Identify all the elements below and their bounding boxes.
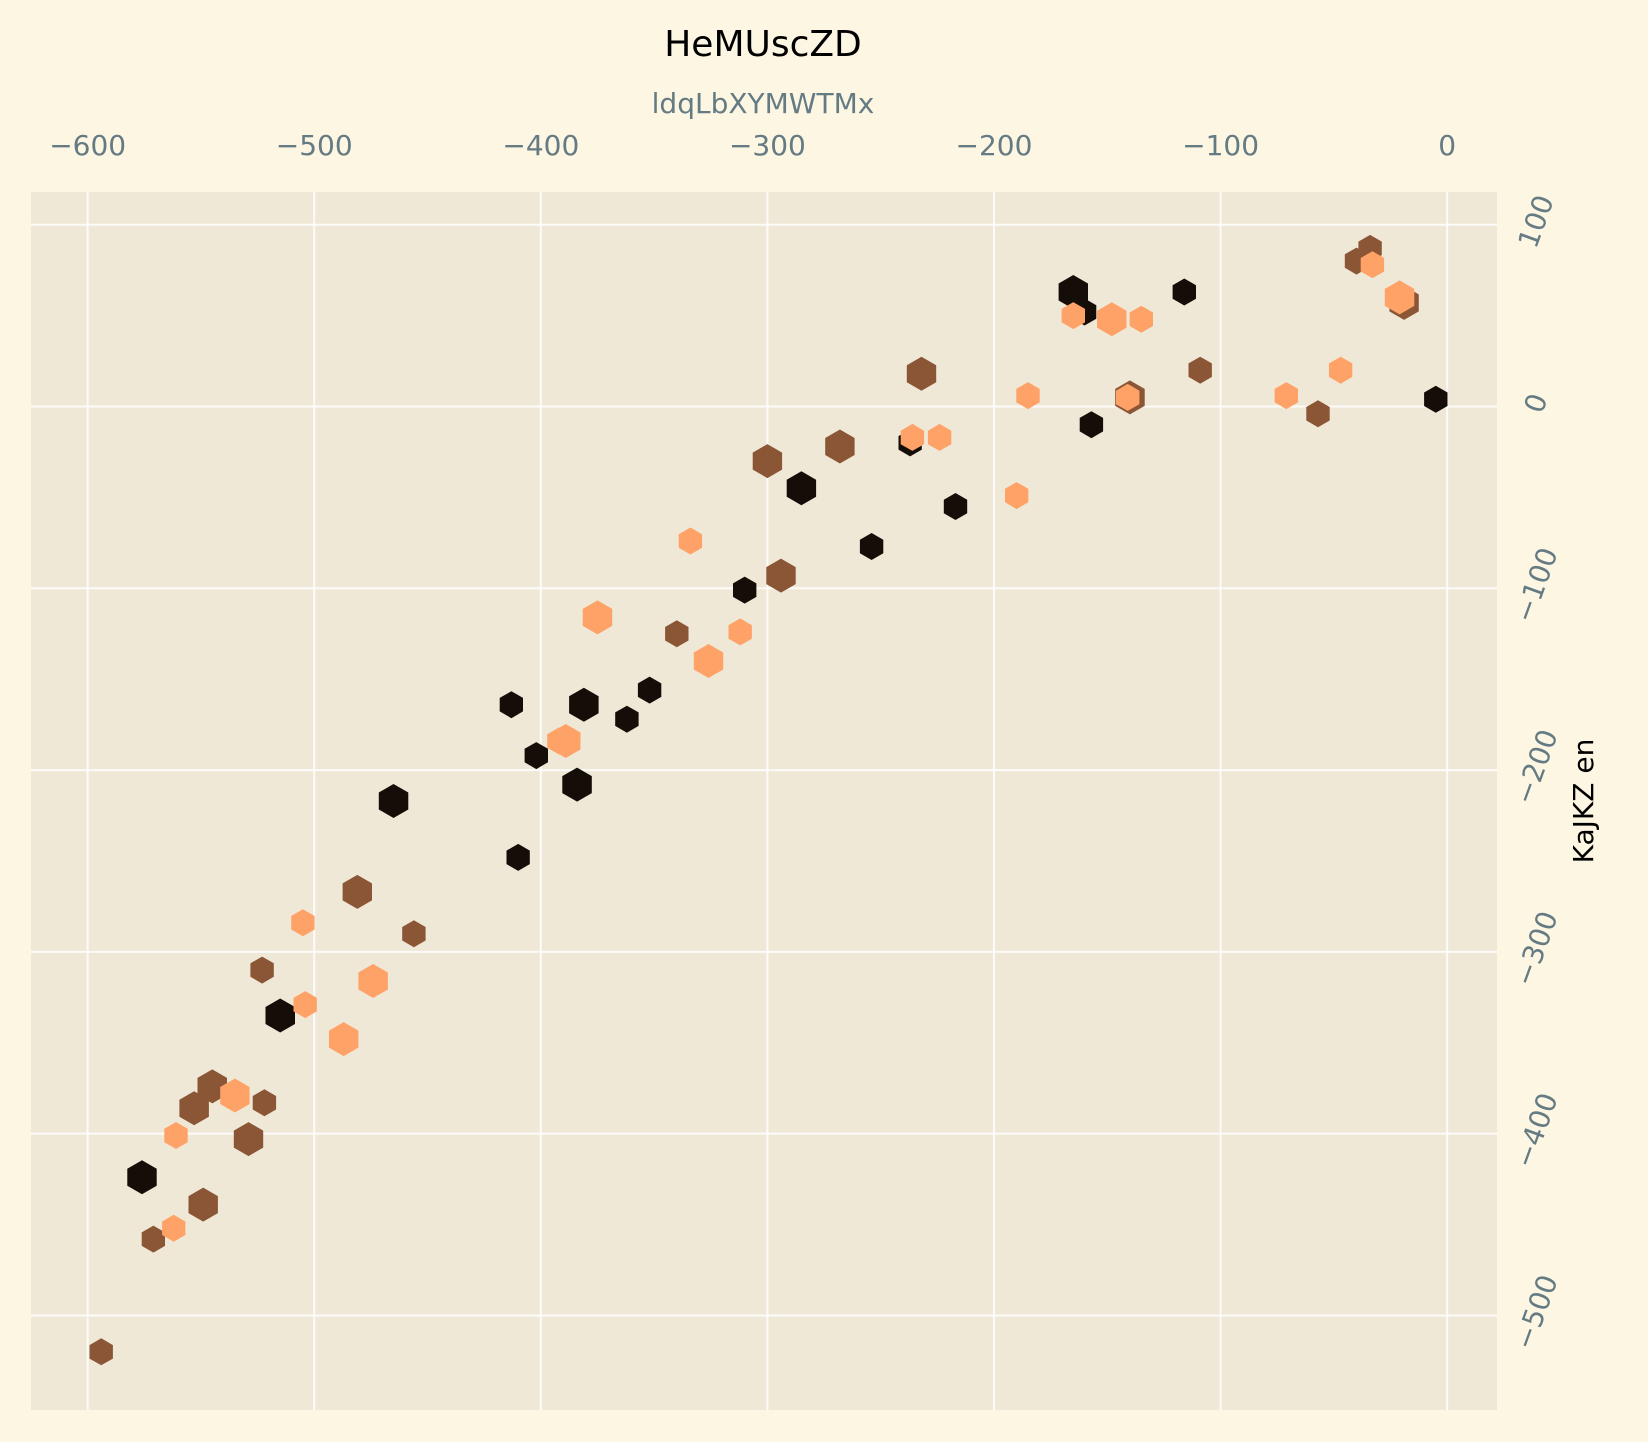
- data-point-series-3: [329, 1022, 359, 1057]
- data-point-series-1: [1424, 385, 1448, 413]
- data-point-series-1: [733, 576, 757, 604]
- data-point-series-1: [378, 784, 409, 818]
- data-point-series-1: [569, 687, 599, 722]
- x-tick-label: −300: [729, 129, 806, 162]
- data-point-series-2: [179, 1091, 209, 1126]
- data-point-series-3: [293, 991, 317, 1019]
- data-point-series-3: [1360, 251, 1385, 279]
- data-point-series-3: [927, 423, 952, 451]
- data-point-series-1: [1172, 278, 1196, 306]
- x-tick-label: 0: [1438, 129, 1456, 162]
- data-point-series-2: [197, 1069, 227, 1104]
- grid-lines: [31, 192, 1497, 1410]
- data-point-series-3: [1384, 280, 1415, 315]
- x-tick-label: −100: [1182, 129, 1259, 162]
- data-point-series-2: [1188, 356, 1212, 384]
- data-point-series-3: [291, 909, 315, 937]
- plot-area: [31, 192, 1497, 1410]
- data-point-series-2: [89, 1338, 113, 1366]
- data-point-series-1: [786, 471, 817, 506]
- data-point-series-1: [499, 691, 523, 719]
- data-point-series-2: [250, 956, 274, 984]
- y-axis-label: KaJKZ en: [1567, 739, 1600, 864]
- data-point-series-2: [906, 356, 937, 391]
- data-point-series-2: [402, 920, 426, 948]
- data-point-series-1: [562, 767, 592, 802]
- data-point-series-1: [506, 843, 530, 871]
- data-point-series-3: [1061, 302, 1085, 330]
- data-point-series-3: [1005, 482, 1029, 510]
- data-point-series-1: [524, 742, 548, 770]
- data-point-series-3: [220, 1078, 250, 1113]
- data-point-series-3: [693, 644, 724, 678]
- x-axis-label: ldqLbXYMWTMx: [652, 87, 875, 120]
- data-point-series-2: [1306, 400, 1330, 428]
- data-point-series-3: [900, 423, 925, 451]
- data-points: [89, 234, 1448, 1366]
- data-point-series-2: [188, 1187, 218, 1222]
- data-point-series-2: [665, 620, 689, 648]
- data-point-series-1: [1058, 275, 1088, 309]
- data-point-series-3: [1329, 356, 1353, 384]
- data-point-series-3: [1097, 302, 1127, 337]
- data-point-series-1: [1079, 411, 1104, 439]
- x-tick-label: −400: [502, 129, 579, 162]
- data-point-series-1: [637, 676, 662, 704]
- x-tick-label: −200: [956, 129, 1033, 162]
- data-point-series-1: [943, 493, 968, 520]
- data-point-series-3: [678, 527, 703, 555]
- data-point-series-1: [127, 1160, 157, 1195]
- data-point-series-3: [1016, 382, 1040, 410]
- x-tick-label: −500: [276, 129, 353, 162]
- data-point-series-2: [252, 1089, 277, 1117]
- data-point-series-3: [582, 600, 613, 635]
- data-point-series-3: [358, 964, 388, 998]
- x-tick-label: −600: [49, 129, 126, 162]
- chart-title: HeMUscZD: [664, 24, 862, 65]
- data-point-series-1: [265, 998, 295, 1033]
- data-point-series-3: [728, 618, 752, 646]
- data-point-series-2: [233, 1122, 264, 1157]
- data-point-series-2: [752, 444, 783, 479]
- data-point-series-2: [766, 558, 796, 593]
- data-point-series-3: [1116, 383, 1140, 411]
- data-point-series-2: [825, 429, 855, 464]
- data-point-series-1: [615, 705, 639, 733]
- data-point-series-3: [164, 1122, 188, 1149]
- data-point-series-2: [342, 874, 372, 909]
- data-point-series-3: [1129, 305, 1153, 333]
- data-point-series-3: [1274, 382, 1298, 410]
- data-point-series-3: [162, 1214, 186, 1242]
- data-point-series-3: [547, 727, 571, 755]
- data-point-series-1: [859, 533, 884, 560]
- data-point-series-2: [141, 1225, 165, 1253]
